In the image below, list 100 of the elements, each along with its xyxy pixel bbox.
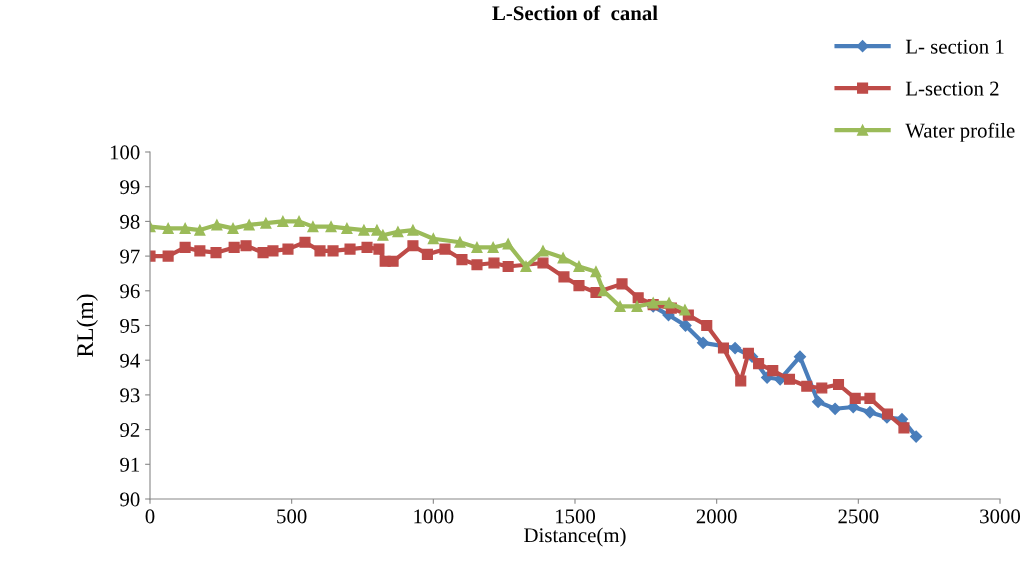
- y-tick-label: 99: [120, 180, 140, 195]
- point: [267, 245, 279, 257]
- point: [210, 247, 222, 259]
- y-tick-label: 91: [120, 457, 140, 472]
- point: [801, 380, 813, 392]
- point: [361, 241, 373, 253]
- y-tick-label: 92: [120, 423, 140, 438]
- point: [243, 219, 255, 231]
- point: [162, 222, 174, 234]
- point: [520, 260, 532, 273]
- point: [863, 406, 877, 419]
- point: [573, 280, 585, 292]
- point: [832, 378, 845, 391]
- point: [471, 241, 483, 253]
- point: [864, 392, 876, 404]
- point: [327, 245, 339, 257]
- point: [696, 336, 710, 349]
- point: [502, 238, 514, 250]
- point: [358, 224, 370, 236]
- point: [194, 245, 206, 257]
- point: [614, 300, 626, 312]
- legend-label: L-section 2: [905, 81, 999, 96]
- point: [910, 430, 923, 443]
- point: [277, 215, 289, 227]
- point: [816, 382, 828, 394]
- point: [439, 243, 451, 255]
- point: [427, 233, 439, 245]
- point: [314, 245, 326, 257]
- point: [898, 422, 910, 434]
- point: [179, 241, 191, 253]
- point: [373, 243, 385, 255]
- point: [631, 300, 643, 312]
- point: [632, 292, 644, 304]
- y-tick-label: 90: [120, 492, 140, 507]
- point: [240, 240, 252, 252]
- point: [793, 350, 807, 363]
- x-tick-label: 0: [145, 509, 155, 524]
- y-axis-title: RL(m): [76, 294, 98, 357]
- point: [488, 257, 500, 269]
- point: [573, 260, 585, 273]
- y-tick-label: 95: [120, 318, 140, 333]
- point: [753, 358, 765, 370]
- point: [344, 243, 356, 255]
- point: [502, 260, 514, 273]
- point: [282, 243, 294, 255]
- point: [679, 319, 692, 332]
- point: [211, 219, 223, 231]
- point: [558, 271, 570, 283]
- point: [407, 224, 419, 236]
- point: [257, 247, 269, 259]
- x-tick-label: 3000: [980, 509, 1021, 524]
- y-tick-label: 98: [120, 214, 140, 229]
- point: [701, 319, 713, 332]
- point: [717, 342, 730, 354]
- point: [881, 408, 894, 420]
- point: [387, 255, 399, 267]
- x-tick-label: 2500: [838, 509, 879, 524]
- point: [679, 304, 691, 316]
- point: [392, 226, 404, 238]
- point: [616, 278, 628, 290]
- point: [557, 252, 569, 264]
- legend-label: L- section 1: [905, 39, 1004, 54]
- y-tick-label: 93: [120, 388, 140, 403]
- point: [537, 257, 549, 269]
- point: [377, 229, 389, 241]
- point: [735, 375, 747, 387]
- y-tick-label: 100: [110, 145, 140, 160]
- point: [487, 241, 499, 253]
- x-tick-label: 500: [277, 509, 307, 524]
- y-tick-label: 96: [120, 284, 140, 299]
- point: [260, 217, 272, 229]
- point: [228, 241, 240, 253]
- y-tick-label: 94: [120, 353, 140, 368]
- x-tick-label: 1000: [414, 509, 454, 524]
- point: [325, 221, 337, 233]
- point: [299, 236, 311, 248]
- point: [663, 297, 675, 309]
- point: [341, 222, 353, 234]
- chart-title: L-Section of canal: [492, 5, 658, 21]
- point: [849, 392, 861, 404]
- point: [407, 240, 419, 252]
- point: [767, 365, 779, 377]
- x-axis-title: Distance(m): [524, 527, 626, 547]
- point: [783, 373, 796, 385]
- point: [812, 395, 825, 408]
- y-tick-label: 97: [120, 249, 140, 264]
- point: [590, 266, 602, 278]
- point: [293, 215, 305, 227]
- point: [227, 222, 239, 234]
- point: [307, 221, 319, 233]
- point: [421, 248, 433, 260]
- point: [454, 236, 466, 248]
- point: [456, 254, 468, 266]
- point: [179, 222, 191, 234]
- point: [742, 347, 754, 359]
- point: [728, 341, 742, 355]
- legend-label: Water profile: [905, 122, 1015, 142]
- x-tick-label: 2000: [696, 509, 737, 524]
- point: [471, 259, 483, 271]
- point: [162, 250, 174, 262]
